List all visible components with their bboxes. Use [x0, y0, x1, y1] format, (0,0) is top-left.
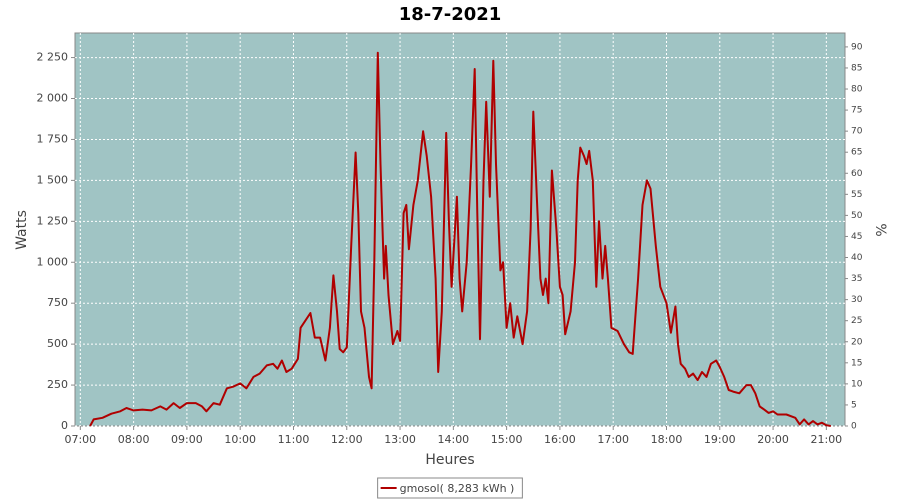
x-tick-label: 21:00: [810, 433, 842, 446]
y2-tick-label: 30: [851, 295, 863, 305]
y-tick-label: 1 750: [37, 132, 69, 145]
x-axis-title: Heures: [425, 452, 474, 468]
y-tick-label: 500: [47, 337, 68, 350]
y2-tick-label: 55: [851, 190, 862, 200]
legend: gmosol( 8,283 kWh ): [377, 477, 523, 499]
y2-tick-label: 10: [851, 379, 863, 389]
y-tick-label: 2 250: [37, 51, 69, 64]
y2-tick-label: 20: [851, 337, 863, 347]
y-axis-title: Watts: [14, 210, 30, 250]
data-line: [89, 51, 831, 427]
y2-tick-label: 15: [851, 358, 862, 368]
y2-tick-label: 35: [851, 274, 862, 284]
y-tick-label: 0: [61, 419, 68, 432]
y2-tick-label: 85: [851, 63, 862, 73]
x-tick-label: 08:00: [118, 433, 150, 446]
y2-tick-label: 0: [851, 422, 857, 432]
x-tick-label: 07:00: [64, 433, 96, 446]
y2-tick-label: 25: [851, 316, 862, 326]
legend-box: [377, 477, 523, 499]
y-tick-label: 250: [47, 378, 68, 391]
x-tick-label: 12:00: [331, 433, 363, 446]
x-tick-label: 10:00: [224, 433, 256, 446]
y2-tick-label: 40: [851, 253, 863, 263]
y2-axis-title: %: [872, 223, 888, 236]
y2-tick-label: 80: [851, 85, 863, 95]
y2-tick-label: 50: [851, 211, 863, 221]
y2-tick-label: 90: [851, 42, 863, 52]
y2-tick-label: 75: [851, 106, 862, 116]
plot-area: [74, 32, 846, 427]
x-tick-label: 20:00: [757, 433, 789, 446]
y-tick-label: 1 500: [37, 173, 69, 186]
x-tick-label: 16:00: [544, 433, 576, 446]
y2-tick-label: 45: [851, 232, 862, 242]
x-tick-label: 19:00: [704, 433, 736, 446]
x-tick-label: 13:00: [384, 433, 416, 446]
x-tick-label: 15:00: [491, 433, 523, 446]
y-tick-label: 1 000: [37, 255, 69, 268]
y2-tick-label: 60: [851, 169, 863, 179]
legend-label: gmosol( 8,283 kWh ): [400, 482, 515, 495]
y2-tick-label: 5: [851, 400, 857, 410]
x-tick-label: 18:00: [651, 433, 683, 446]
x-tick-label: 17:00: [597, 433, 629, 446]
x-tick-label: 09:00: [171, 433, 203, 446]
y-tick-label: 2 000: [37, 92, 69, 105]
x-tick-label: 14:00: [437, 433, 469, 446]
y-tick-label: 1 250: [37, 214, 69, 227]
y2-tick-label: 65: [851, 148, 862, 158]
x-tick-label: 11:00: [278, 433, 310, 446]
chart-title: 18-7-2021: [399, 4, 502, 25]
y-tick-label: 750: [47, 296, 68, 309]
y2-tick-label: 70: [851, 127, 863, 137]
